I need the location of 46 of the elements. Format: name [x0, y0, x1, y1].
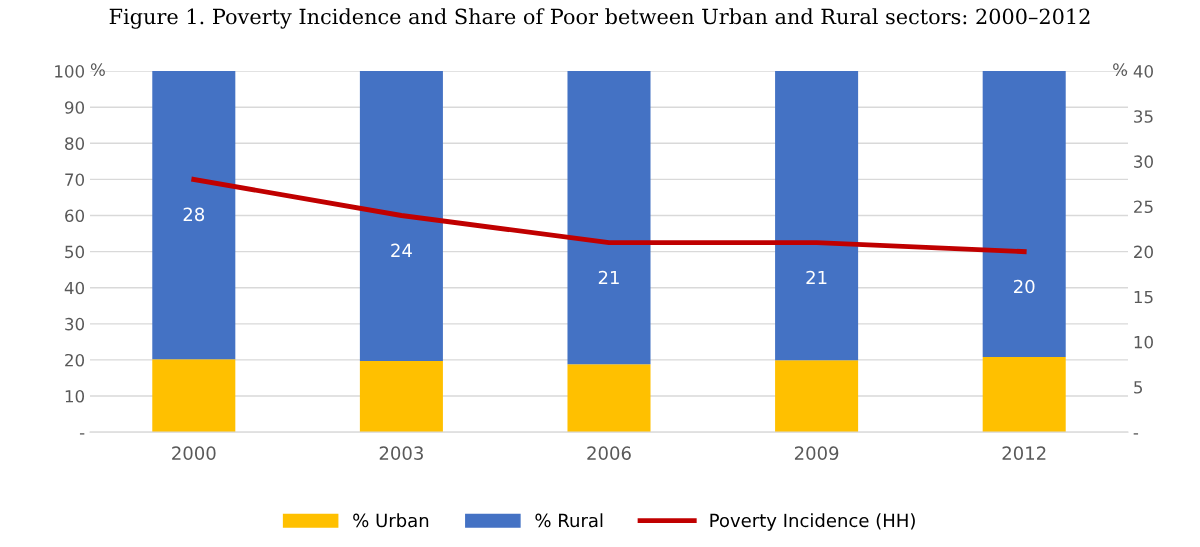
y-tick-label: 50	[65, 245, 85, 259]
y2-axis-title: %	[1113, 63, 1128, 76]
bar	[567, 364, 651, 433]
y-tick-label: 80	[65, 137, 85, 150]
y-tick-label: 100	[55, 65, 85, 78]
y-tick-label: -	[79, 433, 85, 435]
legend-label: Poverty Incidence (HH)	[710, 513, 915, 531]
y2-tick-label: 5	[1134, 381, 1143, 394]
bar	[775, 71, 859, 361]
chart-title: Figure 1. Poverty Incidence and Share of Poor between Urban and Rural sectors: 2000–2012	[109, 8, 1090, 29]
y2-tick-label: 10	[1134, 335, 1153, 349]
legend-label: % Rural	[535, 513, 603, 528]
y-tick-label: 60	[65, 209, 85, 223]
y2-tick-label: -	[1133, 433, 1139, 435]
bar	[359, 361, 443, 433]
y-tick-label: 70	[65, 173, 85, 186]
y2-tick-label: 25	[1134, 200, 1153, 214]
y-tick-label: 90	[64, 101, 85, 114]
x-tick-label: 2003	[379, 446, 423, 460]
y-axis-title: %	[90, 63, 105, 76]
x-tick-label: 2012	[1002, 446, 1046, 460]
x-tick-label: 2006	[587, 446, 631, 460]
x-tick-label: 2000	[172, 446, 216, 460]
legend-label: % Urban	[353, 513, 429, 528]
bar	[775, 360, 859, 433]
data-label: 28	[183, 207, 205, 222]
y2-tick-label: 15	[1134, 290, 1153, 304]
bar	[982, 357, 1066, 433]
data-label: 24	[391, 243, 412, 258]
x-tick-label: 2009	[794, 446, 839, 460]
bar	[152, 71, 236, 360]
y-tick-label: 40	[64, 281, 85, 295]
y2-tick-label: 30	[1134, 155, 1153, 168]
bar	[567, 71, 651, 365]
y-tick-label: 20	[65, 353, 85, 367]
data-label: 20	[1014, 279, 1035, 294]
y2-tick-label: 35	[1134, 110, 1153, 123]
y2-tick-label: 20	[1134, 245, 1153, 259]
data-label: 21	[598, 270, 619, 285]
y-tick-label: 30	[65, 317, 85, 331]
bar	[982, 71, 1066, 358]
data-label: 21	[806, 270, 827, 285]
bar	[152, 359, 236, 433]
bar	[359, 71, 443, 362]
y2-tick-label: 40	[1133, 65, 1153, 78]
y-tick-label: 10	[65, 389, 85, 403]
